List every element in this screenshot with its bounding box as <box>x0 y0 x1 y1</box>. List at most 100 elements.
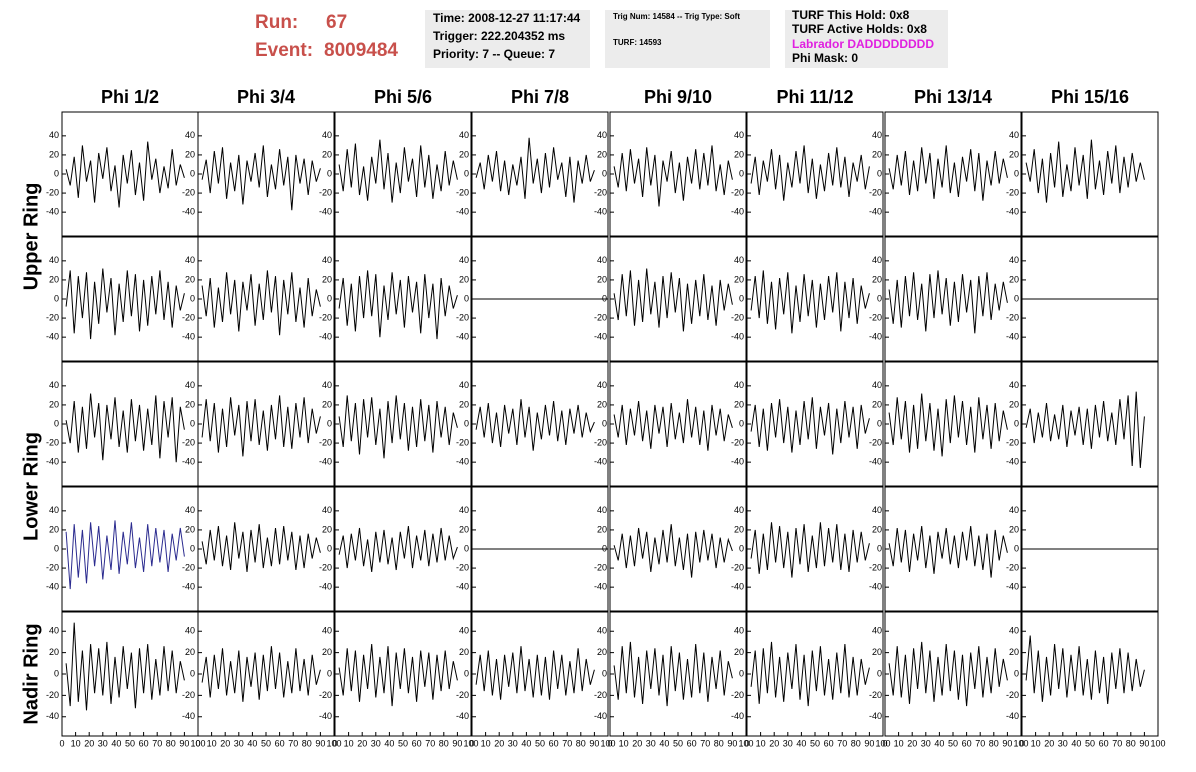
y-tick-label: 40 <box>1009 255 1019 265</box>
panel-frame <box>334 236 472 362</box>
y-tick-label: 20 <box>322 149 332 159</box>
y-tick-label: -40 <box>456 207 469 217</box>
x-tick-label: 90 <box>589 738 599 748</box>
waveform <box>888 393 1008 457</box>
y-tick-label: 20 <box>872 647 882 657</box>
y-tick-label: 20 <box>1009 524 1019 534</box>
y-tick-label: -20 <box>869 187 882 197</box>
y-tick-label: 40 <box>49 505 59 515</box>
y-tick-label: 0 <box>1014 418 1019 428</box>
x-tick-label: 30 <box>508 738 518 748</box>
y-tick-label: -40 <box>731 457 744 467</box>
y-tick-label: 0 <box>464 418 469 428</box>
y-tick-label: 40 <box>185 626 195 636</box>
y-tick-label: -20 <box>46 562 59 572</box>
waveform <box>475 137 595 203</box>
x-tick-label: 80 <box>851 738 861 748</box>
y-tick-label: -40 <box>731 332 744 342</box>
y-tick-label: 20 <box>185 524 195 534</box>
y-tick-label: -20 <box>319 437 332 447</box>
waveform <box>201 395 321 457</box>
column-title: Phi 11/12 <box>776 87 853 107</box>
y-tick-label: 0 <box>1014 668 1019 678</box>
panel-frame <box>61 361 199 487</box>
x-tick-label: 50 <box>810 738 820 748</box>
waveform <box>750 145 870 201</box>
y-tick-label: 20 <box>459 647 469 657</box>
y-tick-label: 0 <box>190 668 195 678</box>
turf-active: TURF Active Holds: 0x8 <box>792 22 927 36</box>
y-tick-label: 40 <box>322 505 332 515</box>
y-tick-label: -40 <box>731 207 744 217</box>
x-tick-label: 30 <box>783 738 793 748</box>
y-tick-label: 20 <box>872 399 882 409</box>
x-tick-label: 20 <box>220 738 230 748</box>
y-tick-label: 20 <box>872 274 882 284</box>
y-tick-label: 40 <box>597 130 607 140</box>
y-tick-label: -40 <box>182 207 195 217</box>
y-tick-label: -20 <box>456 312 469 322</box>
x-tick-label: 60 <box>139 738 149 748</box>
waveform <box>475 646 595 700</box>
y-tick-label: 0 <box>190 293 195 303</box>
panel-frame <box>609 611 747 737</box>
y-tick-label: -40 <box>46 457 59 467</box>
waveform <box>338 139 458 203</box>
y-tick-label: -40 <box>319 332 332 342</box>
x-tick-label: 20 <box>357 738 367 748</box>
waveform <box>750 397 870 455</box>
x-tick-label: 50 <box>125 738 135 748</box>
y-tick-label: -20 <box>594 187 607 197</box>
x-tick-label: 0 <box>744 738 749 748</box>
waveform <box>1025 635 1145 704</box>
x-tick-label: 90 <box>315 738 325 748</box>
waveform <box>201 270 321 336</box>
waveform <box>65 622 185 711</box>
panel-frame <box>471 111 609 237</box>
y-tick-label: -20 <box>869 690 882 700</box>
x-tick-label: 40 <box>1071 738 1081 748</box>
y-tick-label: -20 <box>182 690 195 700</box>
column-title: Phi 7/8 <box>511 87 569 107</box>
x-tick-label: 40 <box>384 738 394 748</box>
y-tick-label: 40 <box>459 130 469 140</box>
panel-frame <box>197 236 335 362</box>
x-tick-label: 60 <box>824 738 834 748</box>
y-tick-label: 0 <box>190 418 195 428</box>
y-tick-label: 20 <box>1009 274 1019 284</box>
panel-frame <box>884 361 1022 487</box>
y-tick-label: 0 <box>739 293 744 303</box>
waveform <box>613 399 733 451</box>
y-tick-label: 20 <box>49 647 59 657</box>
y-tick-label: -20 <box>182 562 195 572</box>
x-tick-label: 70 <box>152 738 162 748</box>
waveform <box>65 520 185 590</box>
waveform <box>338 395 458 459</box>
x-tick-label: 50 <box>948 738 958 748</box>
y-tick-label: 20 <box>459 524 469 534</box>
x-tick-label: 90 <box>1002 738 1012 748</box>
waveform <box>613 524 733 578</box>
x-tick-label: 80 <box>166 738 176 748</box>
x-tick-label: 60 <box>1099 738 1109 748</box>
y-tick-label: -20 <box>319 562 332 572</box>
turf-hold: TURF This Hold: 0x8 <box>792 8 910 22</box>
waveform <box>888 270 1008 334</box>
y-tick-label: 20 <box>734 149 744 159</box>
x-tick-label: 100 <box>463 738 478 748</box>
column-title: Phi 13/14 <box>914 87 992 107</box>
y-tick-label: 40 <box>872 626 882 636</box>
y-tick-label: -20 <box>869 437 882 447</box>
y-tick-label: 40 <box>49 255 59 265</box>
y-tick-label: 40 <box>459 380 469 390</box>
y-tick-label: -40 <box>46 207 59 217</box>
x-tick-label: 0 <box>195 738 200 748</box>
y-tick-label: -20 <box>46 312 59 322</box>
x-tick-label: 70 <box>837 738 847 748</box>
y-tick-label: 0 <box>602 668 607 678</box>
y-tick-label: -40 <box>594 582 607 592</box>
x-tick-label: 30 <box>234 738 244 748</box>
ring-label: Upper Ring <box>20 183 42 291</box>
y-tick-label: 20 <box>872 149 882 159</box>
y-tick-label: -20 <box>319 312 332 322</box>
